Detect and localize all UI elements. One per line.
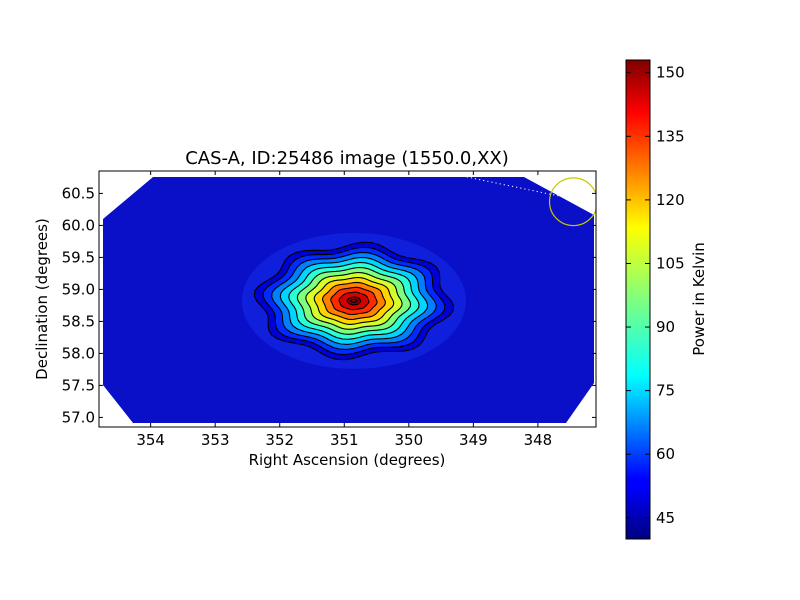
contour-line — [346, 296, 362, 306]
plot-area — [98, 170, 597, 428]
dotted-track-line — [437, 171, 593, 204]
y-tick-label: 60.5 — [62, 184, 95, 202]
x-tick-label: 353 — [201, 431, 230, 449]
y-tick-label: 59.5 — [62, 248, 95, 266]
y-tick-label: 59.0 — [62, 280, 95, 298]
contour-line — [288, 261, 420, 340]
y-tick-label: 58.0 — [62, 344, 95, 362]
contour-line — [279, 256, 429, 345]
contour-line — [271, 251, 437, 350]
y-axis-label: Declination (degrees) — [33, 218, 51, 380]
peak-contour — [350, 298, 358, 303]
contour-lines — [253, 241, 455, 361]
contour-line — [313, 276, 395, 325]
x-tick-label: 354 — [136, 431, 165, 449]
contour-line — [253, 241, 455, 361]
x-tick-label: 349 — [459, 431, 488, 449]
colorbar-gradient — [625, 59, 651, 540]
colorbar-tick-label: 150 — [656, 64, 685, 82]
y-axis-ticks: 57.0 57.5 58.0 58.5 59.0 59.5 60.0 60.5 — [62, 184, 596, 426]
y-tick-label: 57.5 — [62, 376, 95, 394]
contour-line — [321, 281, 386, 320]
y-tick-label: 58.5 — [62, 312, 95, 330]
colorbar-tick-label: 120 — [656, 191, 685, 209]
contour-line — [330, 286, 378, 316]
colorbar-tick-label: 60 — [656, 445, 675, 463]
x-tick-label: 350 — [394, 431, 423, 449]
contour-line — [338, 291, 370, 311]
contour-line — [262, 246, 446, 356]
plot-frame — [98, 170, 597, 428]
colorbar-tick-label: 45 — [656, 509, 675, 527]
contour-line — [305, 271, 403, 330]
contour-line — [296, 266, 412, 335]
y-tick-label: 60.0 — [62, 216, 95, 234]
colorbar-ticks: 45 60 75 90 105 120 135 150 — [626, 64, 685, 527]
emission-level — [347, 297, 361, 305]
x-tick-label: 348 — [524, 431, 553, 449]
x-tick-label: 351 — [330, 431, 359, 449]
colorbar: 45 60 75 90 105 120 135 150 Power in Kelvin — [625, 59, 708, 540]
colorbar-tick-label: 75 — [656, 382, 675, 400]
chart-title: CAS-A, ID:25486 image (1550.0,XX) — [185, 148, 509, 169]
x-axis-ticks: 354 353 352 351 350 349 348 — [136, 171, 552, 449]
x-tick-label: 352 — [265, 431, 294, 449]
colorbar-tick-label: 135 — [656, 127, 685, 145]
colorbar-tick-label: 90 — [656, 318, 675, 336]
y-tick-label: 57.0 — [62, 408, 95, 426]
colorbar-label: Power in Kelvin — [690, 242, 708, 356]
x-axis-label: Right Ascension (degrees) — [249, 451, 446, 469]
marker-circle — [548, 177, 596, 227]
colorbar-tick-label: 105 — [656, 254, 685, 272]
